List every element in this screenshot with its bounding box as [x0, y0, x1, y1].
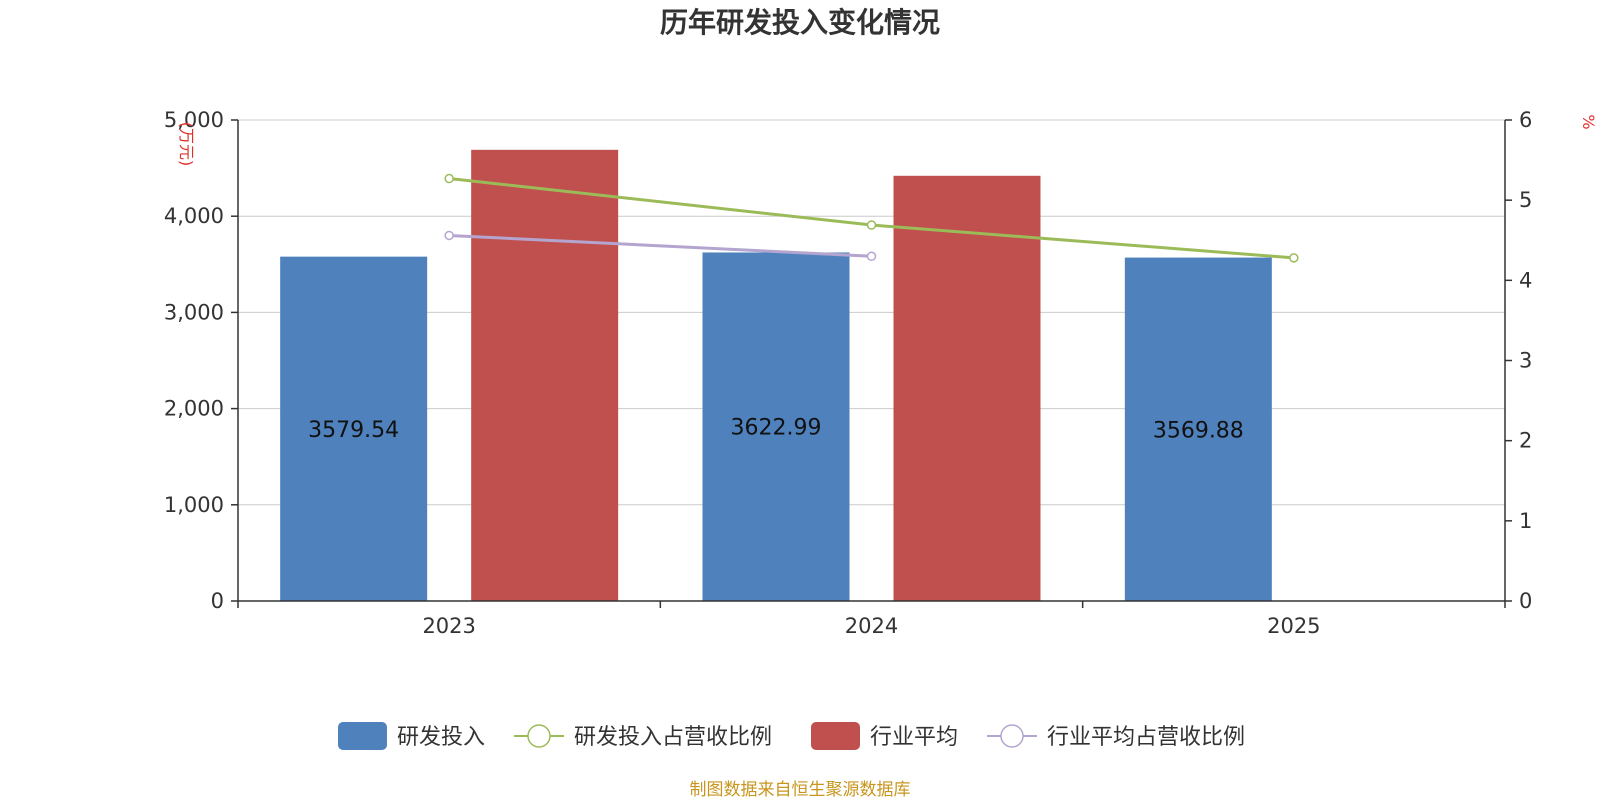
legend-label: 行业平均 — [870, 725, 958, 750]
legend-swatch-bar — [811, 722, 860, 750]
left-axis-tick-label: 2,000 — [164, 397, 224, 421]
series-line-industry-ratio — [449, 233, 872, 258]
bar-industry-average — [893, 175, 1041, 601]
line-point — [444, 173, 454, 184]
line-point — [866, 251, 877, 262]
bar-rd-investment — [702, 252, 850, 601]
bar-data-label: 3569.88 — [1153, 418, 1244, 443]
legend: 研发投入 研发投入占营收比例 行业平均 行业平均占营收比例 — [338, 722, 1245, 750]
line-point — [444, 230, 454, 241]
legend-label: 研发投入 — [397, 725, 485, 750]
right-axis-tick-label: 6 — [1519, 108, 1532, 132]
bars — [280, 149, 1272, 601]
right-axis-tick-label: 0 — [1519, 589, 1532, 613]
right-axis-tick-label: 5 — [1519, 188, 1532, 212]
legend-swatch-bar — [338, 722, 387, 750]
bar-industry-average — [471, 149, 619, 601]
left-axis-tick-label: 3,000 — [164, 300, 224, 324]
right-axis-tick-label: 2 — [1519, 429, 1532, 453]
left-axis-unit: (万元) — [177, 122, 196, 167]
left-axis-tick-label: 0 — [211, 589, 224, 613]
axes: 0 1,000 2,000 3,000 4,000 5,000 0 1 2 3 4 5 6 2023 202… — [164, 108, 1533, 638]
bar-rd-investment — [280, 256, 428, 601]
right-axis-tick-label: 1 — [1519, 509, 1532, 533]
left-axis-tick-label: 1,000 — [164, 493, 224, 517]
legend-swatch-marker — [1000, 724, 1024, 748]
grid — [238, 119, 1505, 602]
lines — [444, 173, 1299, 263]
x-axis-tick-label: 2024 — [845, 614, 898, 638]
legend-label: 行业平均占营收比例 — [1047, 725, 1245, 750]
right-axis-tick-label: 3 — [1519, 349, 1532, 373]
bar-data-label: 3579.54 — [308, 418, 399, 443]
left-axis-tick-label: 4,000 — [164, 204, 224, 228]
source-note: 制图数据来自恒生聚源数据库 — [690, 780, 911, 800]
line-point — [1289, 253, 1299, 263]
left-axis-tick-label: 5,000 — [164, 108, 224, 132]
x-axis-tick-label: 2023 — [422, 614, 475, 638]
right-axis-tick-label: 4 — [1519, 268, 1532, 292]
line-point — [866, 220, 877, 230]
chart-title: 历年研发投入变化情况 — [660, 6, 940, 39]
legend-label: 研发投入占营收比例 — [574, 725, 772, 750]
bar-data-label: 3622.99 — [731, 416, 822, 441]
x-axis-tick-label: 2025 — [1267, 614, 1320, 638]
legend-swatch-marker — [527, 724, 551, 748]
bar-rd-investment — [1124, 257, 1272, 601]
data-labels: 3579.54 3622.99 3569.88 — [308, 416, 1244, 444]
right-axis-unit: % — [1579, 114, 1598, 129]
